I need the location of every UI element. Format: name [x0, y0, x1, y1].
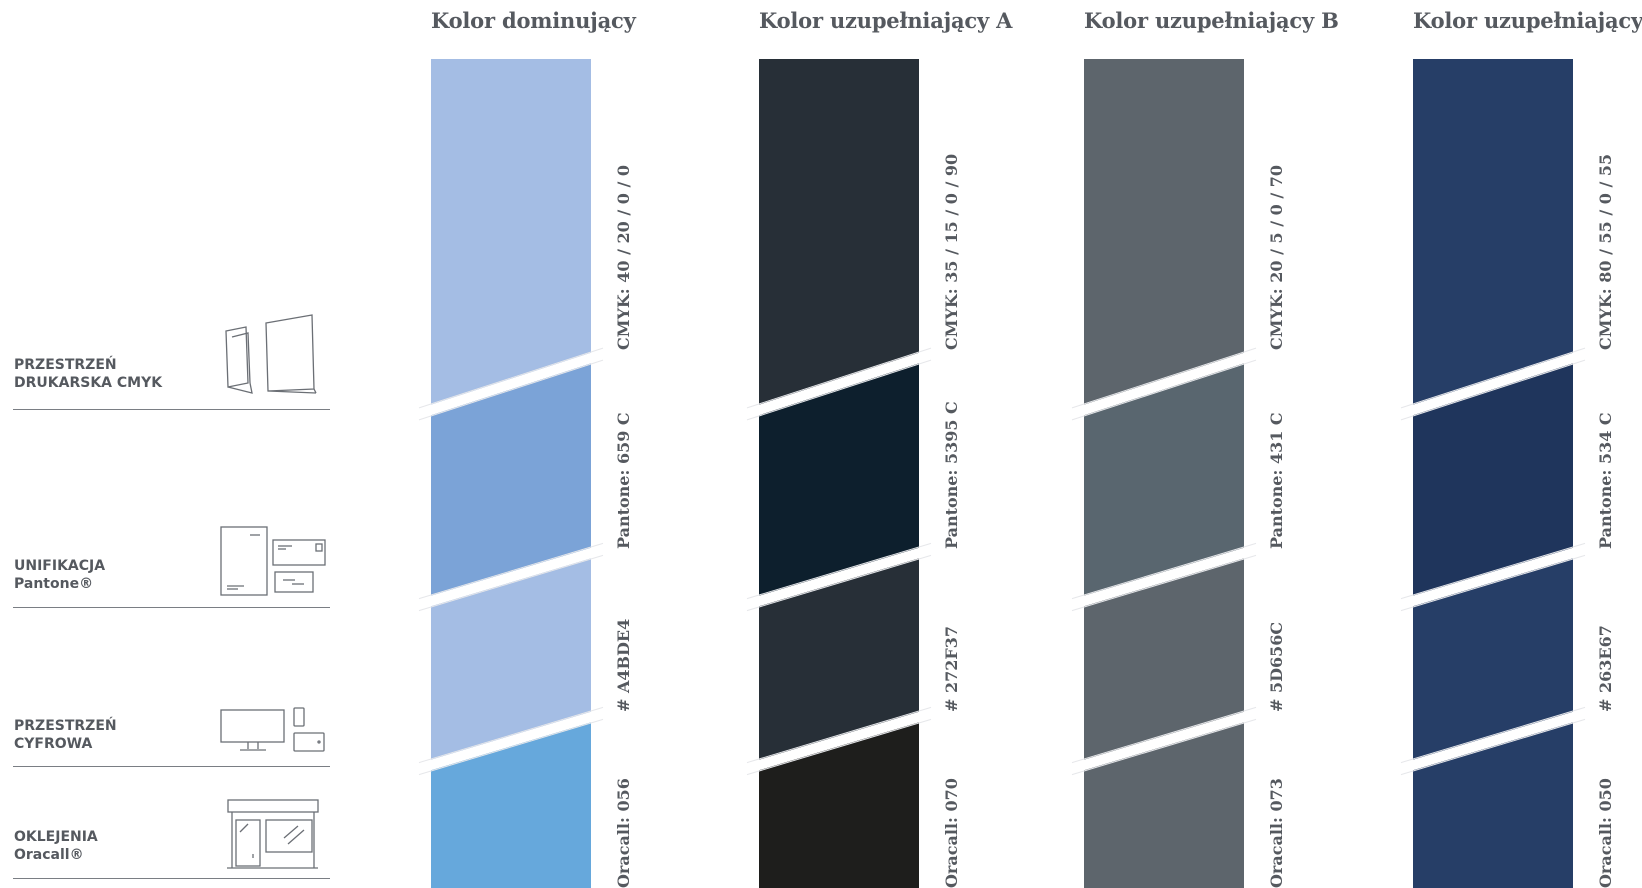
stationery-icon	[220, 526, 326, 596]
storefront-icon	[227, 799, 319, 869]
cut-band	[1070, 708, 1258, 774]
cut-edge	[1071, 542, 1257, 600]
group-label-line1: PRZESTRZEŃ	[14, 357, 117, 373]
color-swatch	[1084, 558, 1244, 760]
group-label-oracall: OKLEJENIA Oracall®	[14, 828, 98, 864]
color-swatch	[1413, 59, 1573, 405]
column-title: Kolor uzupełniający A	[759, 8, 1013, 33]
cut-edge	[1071, 359, 1257, 421]
color-swatch	[1084, 722, 1244, 888]
color-swatch	[431, 59, 591, 405]
group-label-line1: OKLEJENIA	[14, 829, 98, 845]
cut-edge	[1400, 542, 1586, 600]
group-label-line2: Oracall®	[14, 847, 84, 863]
cut-edge	[1071, 706, 1257, 764]
cut-edge	[746, 706, 932, 764]
group-label-line1: PRZESTRZEŃ	[14, 718, 117, 734]
group-label-cmyk: PRZESTRZEŃ DRUKARSKA CMYK	[14, 356, 162, 392]
cut-edge	[746, 554, 932, 612]
cut-edge	[418, 542, 604, 600]
color-swatch	[1413, 558, 1573, 760]
group-label-line2: CYFROWA	[14, 736, 93, 752]
cut-band	[1070, 544, 1258, 610]
column-title: Kolor uzupełniający B	[1084, 8, 1339, 33]
group-label-line2: Pantone®	[14, 576, 94, 592]
divider	[13, 766, 330, 767]
cut-edge	[418, 554, 604, 612]
cut-edge	[1400, 359, 1586, 421]
cut-band	[1070, 349, 1258, 419]
cut-edge	[1400, 718, 1586, 776]
group-label-digital: PRZESTRZEŃ CYFROWA	[14, 717, 117, 753]
cut-edge	[418, 347, 604, 409]
color-swatch	[1084, 363, 1244, 596]
cut-band	[417, 544, 605, 610]
cut-band	[417, 349, 605, 419]
folder-icon	[225, 314, 317, 394]
cut-edge	[746, 347, 932, 409]
cut-edge	[1400, 554, 1586, 612]
color-swatch	[759, 59, 919, 405]
column-title: Kolor uzupełniający C	[1413, 8, 1642, 33]
cut-band	[1399, 349, 1587, 419]
color-swatch	[759, 558, 919, 760]
cut-edge	[1071, 347, 1257, 409]
color-swatch	[431, 722, 591, 888]
hex-value: # 263E67	[1596, 625, 1615, 712]
cut-band	[745, 349, 933, 419]
color-swatch	[759, 363, 919, 596]
divider	[13, 878, 330, 879]
cmyk-value: CMYK: 80 / 55 / 0 / 55	[1596, 153, 1615, 350]
group-label-line2: DRUKARSKA CMYK	[14, 375, 163, 391]
color-swatch	[431, 363, 591, 596]
oracall-value: Oracall: 050	[1596, 778, 1615, 888]
cut-edge	[746, 359, 932, 421]
color-swatch	[1413, 722, 1573, 888]
group-label-line1: UNIFIKACJA	[14, 558, 106, 574]
color-swatch	[431, 558, 591, 760]
color-swatch	[1413, 363, 1573, 596]
cut-edge	[1071, 718, 1257, 776]
column-title: Kolor dominujący	[431, 8, 636, 33]
cut-band	[1399, 544, 1587, 610]
color-swatch	[759, 722, 919, 888]
cut-edge	[418, 359, 604, 421]
cut-band	[745, 544, 933, 610]
cut-edge	[746, 718, 932, 776]
divider	[13, 607, 330, 608]
cut-band	[1399, 708, 1587, 774]
cut-edge	[418, 718, 604, 776]
cut-band	[417, 708, 605, 774]
cut-edge	[1071, 554, 1257, 612]
devices-icon	[220, 707, 325, 752]
cut-edge	[746, 542, 932, 600]
cut-band	[745, 708, 933, 774]
divider	[13, 409, 330, 410]
group-label-pantone: UNIFIKACJA Pantone®	[14, 557, 105, 593]
pantone-value: Pantone: 534 C	[1596, 412, 1615, 549]
cut-edge	[1400, 706, 1586, 764]
color-swatch	[1084, 59, 1244, 405]
cut-edge	[418, 706, 604, 764]
cut-edge	[1400, 347, 1586, 409]
